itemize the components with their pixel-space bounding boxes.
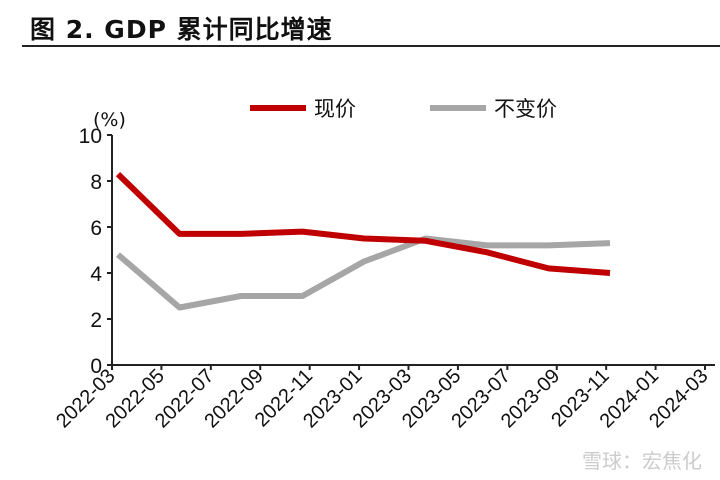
watermark: 雪球：宏焦化	[582, 449, 702, 473]
y-tick-label: 8	[90, 171, 102, 194]
y-tick-label: 4	[90, 263, 102, 286]
series-line-constant-price	[116, 235, 611, 311]
series-line-current-price	[115, 171, 611, 276]
legend-label: 现价	[314, 97, 356, 121]
title-rule	[22, 45, 720, 47]
y-tick-label: 10	[79, 125, 102, 148]
y-axis-unit: (%)	[93, 109, 126, 131]
legend-label: 不变价	[494, 97, 557, 121]
figure-title: 图 2. GDP 累计同比增速	[30, 15, 333, 44]
y-tick-label: 0	[90, 355, 102, 378]
y-tick-label: 6	[90, 217, 102, 240]
y-tick-label: 2	[90, 309, 102, 332]
